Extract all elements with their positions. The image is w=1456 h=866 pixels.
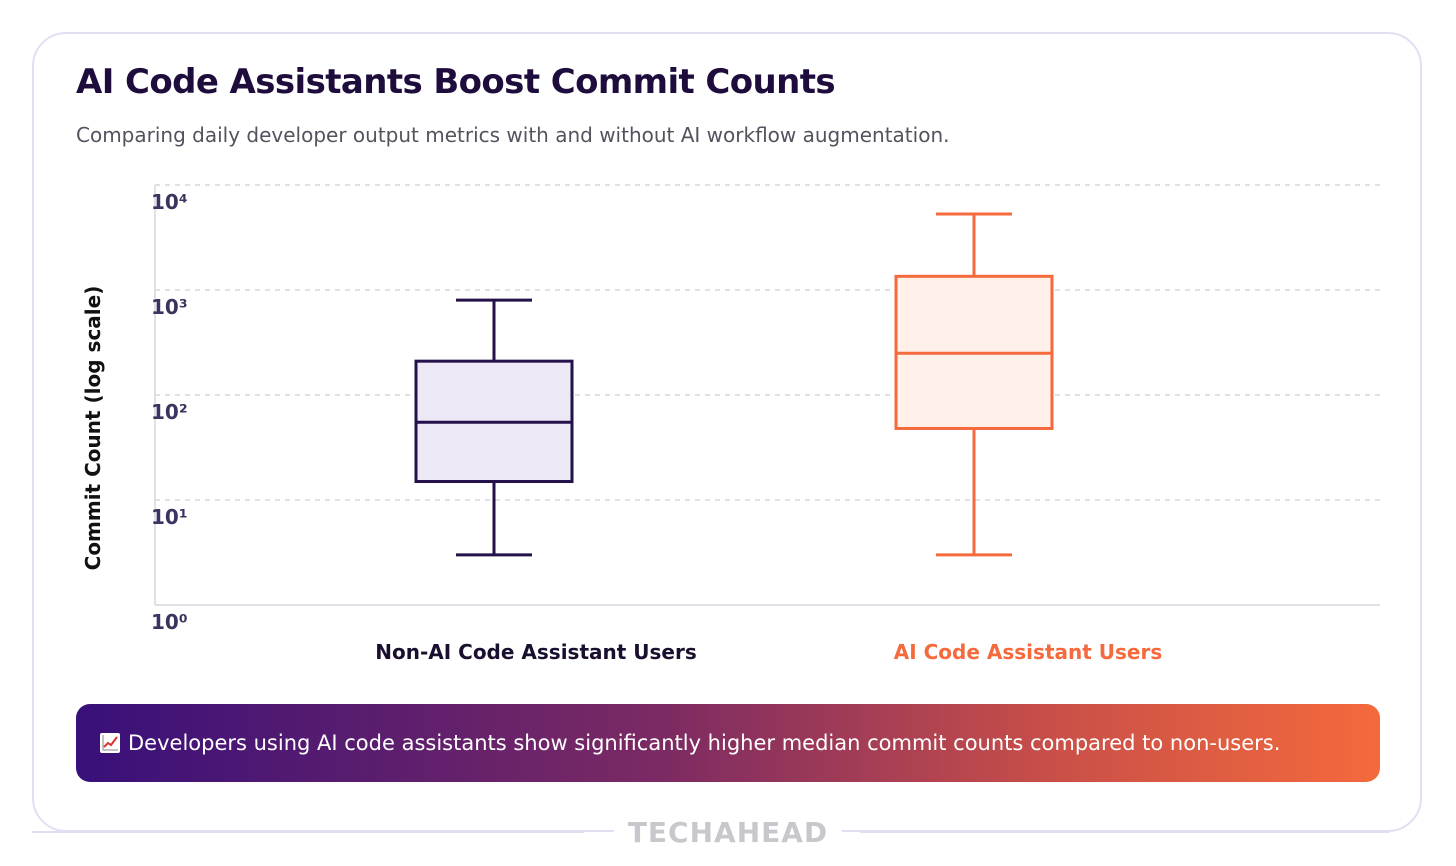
y-tick-label: 10⁰ — [151, 610, 188, 634]
box-group — [414, 298, 574, 557]
y-tick-label: 10¹ — [151, 505, 188, 529]
y-tick-label: 10⁴ — [151, 190, 188, 214]
footer-divider-right — [860, 831, 1390, 833]
brand-logo: TECHAHEAD — [613, 816, 843, 849]
chart-card — [32, 32, 1422, 832]
insight-banner: Developers using AI code assistants show… — [76, 704, 1380, 782]
chart-increasing-icon — [100, 733, 120, 753]
y-axis-title: Commit Count (log scale) — [81, 286, 105, 571]
category-label-non-ai: Non-AI Code Assistant Users — [375, 640, 697, 664]
footer-divider-left — [32, 831, 584, 833]
box-group — [894, 212, 1054, 557]
y-tick-label: 10³ — [151, 295, 188, 319]
insight-text: Developers using AI code assistants show… — [128, 731, 1281, 755]
category-label-ai: AI Code Assistant Users — [893, 640, 1163, 664]
chart-subtitle: Comparing daily developer output metrics… — [76, 123, 950, 147]
y-tick-label: 10² — [151, 400, 188, 424]
chart-title: AI Code Assistants Boost Commit Counts — [76, 62, 836, 102]
